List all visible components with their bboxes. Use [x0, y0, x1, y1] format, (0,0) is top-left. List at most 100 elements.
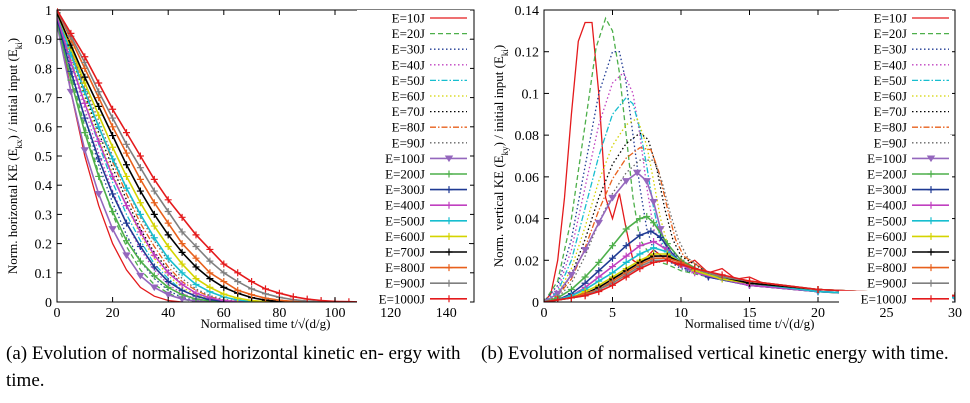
legend-bg	[839, 197, 952, 212]
x-tick-label: 20	[811, 306, 825, 321]
series-marker	[636, 242, 644, 250]
legend-label: E=70J	[874, 104, 907, 119]
series-marker	[95, 102, 103, 110]
series-marker	[81, 99, 89, 107]
series-marker	[164, 196, 172, 204]
y-tick-label: 0	[532, 296, 539, 311]
x-axis-label: Normalised time t/√(d/g)	[201, 316, 331, 331]
series-marker	[951, 294, 955, 302]
series-marker	[164, 243, 172, 251]
series-marker	[164, 283, 172, 291]
series-marker	[192, 231, 200, 239]
series-marker	[164, 207, 172, 215]
legend-bg	[357, 134, 470, 149]
series-line	[544, 259, 955, 302]
series-marker	[567, 271, 576, 279]
series-marker	[192, 275, 200, 283]
series-marker	[164, 254, 172, 262]
series-marker	[81, 129, 89, 137]
series-marker	[248, 285, 256, 293]
series-marker	[95, 88, 103, 96]
legend-label: E=90J	[392, 135, 425, 150]
legend-label: E=300J	[385, 182, 425, 197]
legend-bg	[357, 56, 470, 71]
series-marker	[123, 129, 130, 137]
legend-bg	[839, 150, 952, 165]
legend-marker	[927, 232, 935, 240]
series-marker	[81, 73, 89, 81]
legend-label: E=900J	[385, 276, 425, 291]
series-marker	[206, 283, 214, 291]
series-marker	[136, 228, 144, 236]
legend-bg	[839, 244, 952, 258]
series-marker	[67, 29, 75, 37]
legend-bg	[357, 150, 470, 165]
series-marker	[220, 290, 228, 298]
legend-marker	[445, 264, 453, 272]
y-tick-label: 0.5	[35, 150, 53, 165]
legend-bg	[839, 259, 952, 274]
legend-label: E=10J	[392, 11, 425, 26]
series-marker	[595, 288, 603, 296]
series-marker	[150, 234, 158, 242]
legend-label: E=60J	[392, 89, 425, 104]
series-marker	[642, 178, 651, 185]
series-marker	[206, 245, 214, 253]
series-marker	[109, 143, 117, 151]
series-marker	[192, 243, 200, 251]
series-line	[57, 9, 238, 302]
series-marker	[178, 286, 186, 294]
series-marker	[136, 272, 145, 280]
y-tick-label: 0.02	[515, 254, 540, 269]
series-marker	[206, 275, 214, 283]
legend-label: E=60J	[874, 89, 907, 104]
series-group	[57, 8, 367, 302]
series-marker	[66, 88, 76, 96]
series-marker	[580, 246, 590, 254]
legend-bg	[839, 72, 952, 87]
x-tick-label: 0	[541, 306, 548, 321]
series-marker	[595, 258, 603, 266]
series-marker	[677, 260, 685, 268]
legend-label: E=30J	[392, 42, 425, 57]
series-marker	[136, 152, 144, 160]
series-marker	[178, 260, 186, 268]
series-marker	[109, 132, 117, 140]
series-marker	[95, 79, 103, 87]
x-tick-label: 30	[948, 306, 962, 321]
series-marker	[192, 263, 200, 271]
legend-label: E=80J	[392, 120, 425, 135]
series-marker	[650, 244, 658, 252]
caption-b: (b) Evolution of normalised vertical kin…	[481, 343, 949, 364]
series-marker	[109, 155, 117, 163]
series-marker	[150, 272, 158, 280]
series-line	[57, 9, 252, 302]
x-tick-label: 15	[743, 306, 757, 321]
legend-label: E=100J	[385, 151, 425, 166]
series-marker	[178, 213, 186, 221]
series-marker	[275, 289, 283, 297]
series-marker	[595, 267, 603, 275]
series-marker	[609, 263, 616, 271]
series-marker	[123, 237, 130, 245]
series-marker	[109, 105, 117, 113]
series-marker	[621, 178, 631, 185]
series-line	[544, 253, 955, 302]
caption-a: (a) Evolution of normalised horizontal k…	[6, 343, 461, 391]
series-marker	[109, 114, 117, 122]
series-marker	[632, 169, 642, 177]
legend-label: E=1000J	[379, 291, 425, 306]
series-marker	[94, 191, 103, 198]
legend-marker	[445, 279, 453, 287]
legend-marker	[927, 201, 935, 209]
series-marker	[123, 202, 130, 210]
legend-bg	[357, 88, 470, 102]
legend-marker	[445, 217, 453, 225]
series-marker	[150, 199, 158, 207]
series-marker	[123, 149, 130, 157]
series-line	[57, 24, 210, 302]
series-marker	[81, 53, 89, 61]
legend-label: E=300J	[867, 182, 907, 197]
y-tick-label: 0.7	[35, 92, 53, 107]
series-marker	[206, 269, 214, 277]
